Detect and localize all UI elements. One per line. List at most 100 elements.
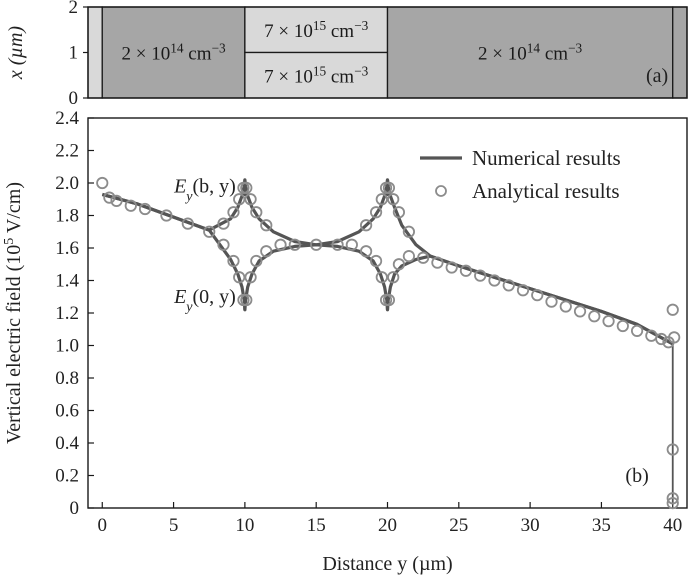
doping-region xyxy=(101,6,246,99)
legend-label-analytical: Analytical results xyxy=(472,179,620,203)
panel-b-tag: (b) xyxy=(625,465,648,487)
analytical-point xyxy=(369,206,383,219)
analytical-point xyxy=(616,319,629,333)
analytical-point xyxy=(250,254,263,268)
legend-label-numerical: Numerical results xyxy=(472,146,621,170)
analytical-point xyxy=(382,293,396,307)
analytical-point xyxy=(240,181,253,194)
analytical-point xyxy=(227,206,240,219)
x-tick-label: 35 xyxy=(592,515,611,536)
x-tick-label: 30 xyxy=(521,515,540,536)
analytical-point xyxy=(402,250,415,263)
analytical-point xyxy=(244,193,257,206)
x-tick-label: 25 xyxy=(449,515,468,536)
analytical-point xyxy=(516,284,530,297)
analytical-point xyxy=(502,279,515,292)
curve-annotation: Ey(0, y) xyxy=(173,286,236,315)
analytical-point xyxy=(382,181,396,194)
panel-a-y-axis-label: x (µm) xyxy=(5,26,27,81)
y-tick-label: 0.2 xyxy=(55,466,79,487)
analytical-point xyxy=(160,209,173,222)
analytical-point xyxy=(559,300,572,313)
panel-a-y-tick-label: 1 xyxy=(69,43,79,64)
analytical-point xyxy=(110,194,123,207)
panel-a-tag: (a) xyxy=(646,65,668,87)
x-tick-label: 10 xyxy=(235,515,254,536)
analytical-point xyxy=(240,293,253,307)
analytical-point xyxy=(588,310,601,323)
analytical-point xyxy=(417,251,430,264)
analytical-point xyxy=(260,245,273,258)
analytical-point xyxy=(375,271,388,284)
analytical-point xyxy=(387,193,400,206)
panel-b-field-plot: 0 0.2 0.4 0.6 0.8 1.0 1.2 1.4 1.6 1.8 2.0 2.2 2.4 0 5 1… xyxy=(2,108,688,575)
x-tick-label: 20 xyxy=(378,515,397,536)
analytical-point xyxy=(666,303,679,316)
y-tick-label: 1.2 xyxy=(55,303,79,324)
analytical-point xyxy=(602,315,615,328)
analytical-point xyxy=(666,492,679,505)
panel-a-y-tick-label: 2 xyxy=(69,0,79,18)
analytical-point xyxy=(655,332,668,346)
analytical-point xyxy=(217,238,230,251)
analytical-point xyxy=(360,245,373,258)
y-tick-label: 0.8 xyxy=(55,368,79,389)
region-label: 2 × 1014 cm−3 xyxy=(122,40,226,65)
analytical-point xyxy=(387,271,400,284)
analytical-point xyxy=(375,193,388,206)
x-tick-label: 15 xyxy=(307,515,326,536)
analytical-point xyxy=(227,254,240,268)
analytical-point xyxy=(392,258,406,271)
x-tick-label: 5 xyxy=(169,515,179,536)
analytical-point xyxy=(288,238,301,251)
panel-a-y-tick-label: 0 xyxy=(69,88,79,109)
analytical-point xyxy=(138,202,152,216)
analytical-point xyxy=(331,238,344,251)
y-tick-label: 2.0 xyxy=(55,173,79,194)
analytical-point xyxy=(445,261,458,274)
analytical-point xyxy=(545,295,558,308)
analytical-point xyxy=(488,274,501,287)
analytical-point xyxy=(203,225,216,238)
analytical-point xyxy=(666,443,679,456)
analytical-point xyxy=(392,206,406,219)
region-label: 7 × 1015 cm−3 xyxy=(264,63,368,88)
analytical-point xyxy=(474,269,487,282)
y-axis-label: Vertical electric field (105 V/cm) xyxy=(2,182,26,444)
analytical-point xyxy=(630,324,644,337)
analytical-point xyxy=(531,289,544,302)
analytical-point xyxy=(250,206,263,219)
x-tick-label: 0 xyxy=(98,515,108,536)
analytical-point xyxy=(459,264,473,277)
analytical-point xyxy=(260,219,273,232)
doping-region xyxy=(672,6,688,99)
analytical-point xyxy=(360,219,373,232)
analytical-point xyxy=(233,193,246,206)
x-axis-label: Distance y (µm) xyxy=(322,553,452,575)
y-tick-label: 1.8 xyxy=(55,206,79,227)
legend-marker-swatch xyxy=(435,185,447,197)
analytical-point xyxy=(96,176,109,190)
y-tick-label: 2.4 xyxy=(55,108,79,129)
doping-region xyxy=(87,6,103,99)
y-tick-label: 2.2 xyxy=(55,141,79,162)
analytical-point xyxy=(431,256,444,269)
analytical-point xyxy=(402,225,415,238)
curve-annotation: Ey(b, y) xyxy=(173,175,236,204)
analytical-point xyxy=(369,254,383,268)
analytical-point xyxy=(124,199,137,212)
analytical-point xyxy=(666,497,679,510)
doping-region xyxy=(244,6,389,54)
region-label: 7 × 1015 cm−3 xyxy=(264,17,368,42)
analytical-point xyxy=(181,217,194,230)
analytical-point xyxy=(217,217,230,230)
y-tick-label: 0.6 xyxy=(55,401,79,422)
y-tick-label: 0 xyxy=(70,498,80,519)
region-label: 2 × 1014 cm−3 xyxy=(478,40,582,65)
analytical-point xyxy=(274,238,287,251)
analytical-point xyxy=(573,305,587,318)
analytical-point xyxy=(668,331,681,344)
analytical-point xyxy=(310,238,323,251)
analytical-point xyxy=(103,191,116,204)
